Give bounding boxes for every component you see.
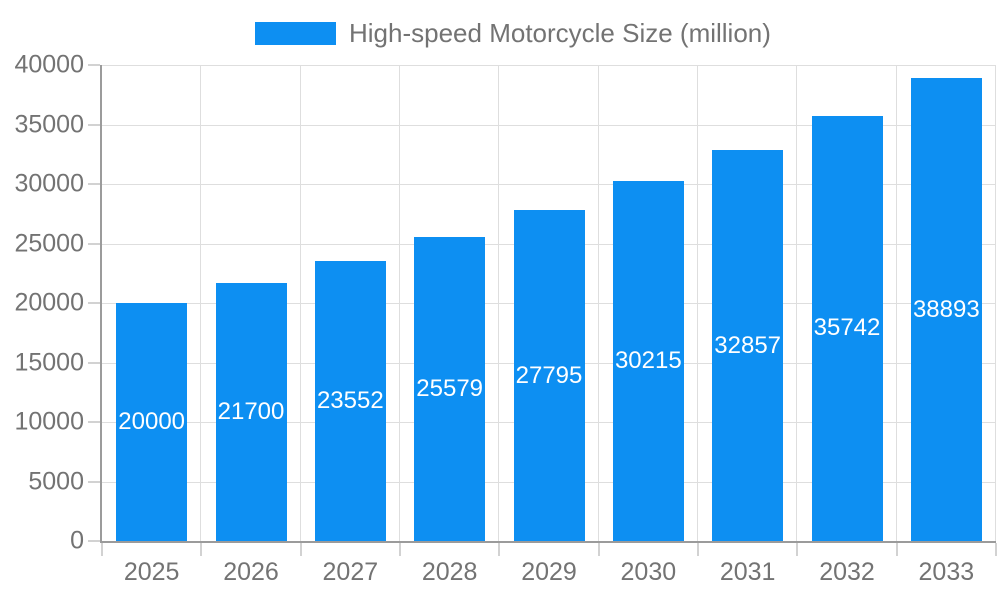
y-axis-tick: [88, 123, 100, 126]
y-axis-label: 15000: [14, 348, 84, 376]
y-axis-label: 25000: [14, 229, 84, 257]
x-axis-tick: [200, 543, 203, 556]
gridline-x: [299, 65, 301, 541]
x-axis-label: 2032: [819, 558, 875, 586]
bar: 27795: [513, 210, 585, 541]
y-axis-label: 20000: [14, 288, 84, 317]
x-axis-tick: [697, 543, 699, 556]
bar: 20000: [116, 303, 188, 541]
y-axis-tick: [88, 540, 100, 542]
legend-label: High-speed Motorcycle Size (million): [349, 18, 771, 48]
x-axis-label: 2026: [223, 558, 279, 586]
gridline-x: [697, 65, 698, 541]
gridline-x: [895, 65, 897, 541]
bar: 25579: [414, 236, 486, 541]
y-axis-tick: [88, 421, 100, 423]
bar: 35742: [811, 115, 883, 541]
gridline-x: [995, 65, 996, 541]
x-axis-label: 2030: [620, 558, 677, 586]
plot-area: 0 5000 10000 15000 20000 25000 30000 35000 40000…: [14, 51, 997, 586]
bar: 30215: [612, 181, 684, 541]
y-axis-tick: [88, 302, 100, 304]
y-axis-tick: [88, 242, 100, 245]
bar-value-label: 21700: [217, 397, 285, 425]
y-axis-label: 35000: [14, 110, 84, 138]
bar: 38893: [910, 78, 982, 541]
gridline-y: [102, 184, 996, 185]
y-axis-label: 40000: [14, 50, 84, 79]
gridline-x: [597, 65, 599, 541]
bar-value-label: 23552: [316, 386, 384, 414]
x-axis-tick: [995, 543, 997, 556]
bar-value-label: 32857: [714, 331, 782, 359]
y-axis-label: 10000: [14, 407, 84, 436]
x-axis-label: 2031: [719, 558, 776, 586]
x-axis-tick: [895, 543, 898, 556]
x-axis-label: 2029: [521, 558, 577, 586]
x-axis-tick: [498, 543, 501, 556]
x-axis-tick: [796, 543, 799, 556]
x-axis-tick: [597, 543, 600, 556]
bar: 21700: [215, 282, 287, 541]
bar: 23552: [314, 260, 386, 541]
x-axis-label: 2027: [322, 558, 379, 586]
y-axis-tick: [88, 480, 100, 483]
y-axis-label: 5000: [28, 467, 84, 495]
y-axis-label: 0: [70, 526, 84, 555]
chart-legend: High-speed Motorcycle Size (million): [255, 18, 771, 49]
y-axis-label: 30000: [14, 169, 84, 198]
bar-value-label: 30215: [614, 347, 682, 375]
gridline-x: [498, 65, 500, 541]
y-axis-tick: [88, 361, 100, 364]
y-axis-tick: [88, 64, 100, 66]
legend-swatch: [255, 22, 336, 45]
bar-value-label: 20000: [118, 408, 186, 435]
gridline-x: [796, 65, 798, 541]
y-axis-tick: [88, 183, 100, 185]
bar-value-label: 27795: [515, 361, 583, 389]
x-axis-label: 2025: [123, 558, 180, 586]
x-axis-label: 2033: [918, 558, 975, 586]
bar-value-label: 25579: [416, 374, 484, 402]
bar: 32857: [712, 150, 784, 541]
bar-value-label: 35742: [813, 314, 881, 342]
x-axis-tick: [299, 543, 302, 556]
gridline-x: [399, 65, 400, 541]
x-axis-tick: [399, 543, 401, 556]
bar-value-label: 38893: [912, 295, 980, 323]
gridline-x: [200, 65, 202, 541]
gridline-y: [102, 124, 996, 126]
gridline-y: [102, 65, 996, 66]
x-axis-tick: [101, 543, 103, 556]
x-axis-label: 2028: [421, 558, 478, 586]
